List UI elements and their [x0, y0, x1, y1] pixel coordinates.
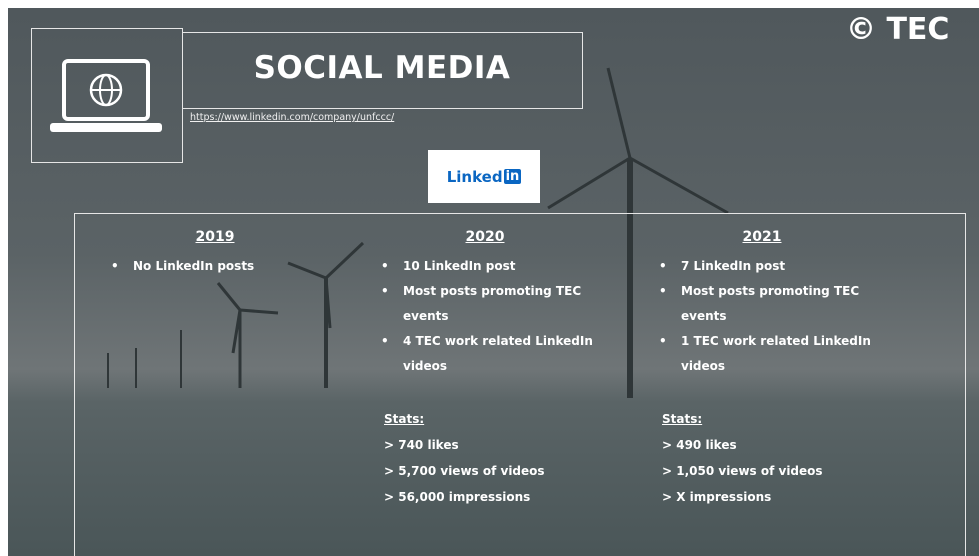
- stat-item: > 1,050 views of videos: [662, 459, 823, 484]
- title: SOCIAL MEDIA: [182, 50, 582, 86]
- logo-text: TEC: [886, 12, 949, 47]
- linkedin-word: Linked: [447, 168, 503, 186]
- stat-item: > 56,000 impressions: [384, 485, 530, 510]
- bullet-item: 1 TEC work related LinkedIn videos: [681, 329, 871, 379]
- logo-mark: ©: [846, 12, 876, 47]
- stat-item: > 490 likes: [662, 433, 737, 458]
- icon-box: [31, 28, 183, 163]
- tec-logo: © TEC: [846, 12, 949, 47]
- bullet-item: 10 LinkedIn post: [403, 254, 593, 279]
- stat-item: > 5,700 views of videos: [384, 459, 545, 484]
- stat-item: > 740 likes: [384, 433, 459, 458]
- linkedin-badge: in: [504, 169, 522, 184]
- year: 2020: [425, 229, 545, 245]
- url: https://www.linkedin.com/company/unfccc/: [190, 112, 394, 123]
- slide: SOCIAL MEDIA https://www.linkedin.com/co…: [8, 8, 979, 556]
- laptop-icon: [32, 29, 182, 162]
- bullet-item: Most posts promoting TEC events: [403, 279, 593, 329]
- bullet-item: No LinkedIn posts: [133, 254, 323, 279]
- stats-label: Stats:: [384, 412, 424, 426]
- stat-item: > X impressions: [662, 485, 771, 510]
- bullet-item: Most posts promoting TEC events: [681, 279, 871, 329]
- linkedin-logo: Linked in: [428, 150, 540, 203]
- year: 2019: [155, 229, 275, 245]
- bullet-item: 7 LinkedIn post: [681, 254, 871, 279]
- bullet-item: 4 TEC work related LinkedIn videos: [403, 329, 593, 379]
- stats-label: Stats:: [662, 412, 702, 426]
- year: 2021: [702, 229, 822, 245]
